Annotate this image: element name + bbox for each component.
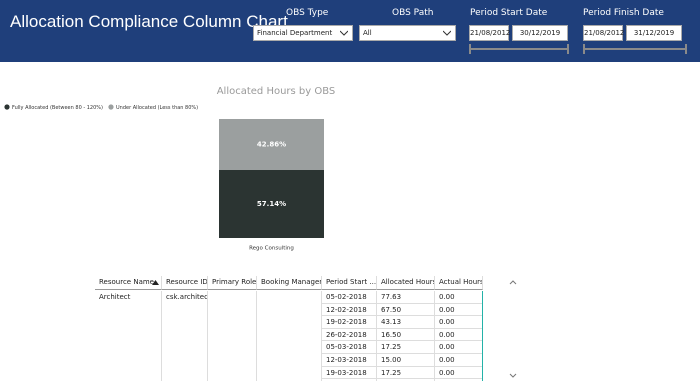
scroll-up[interactable]: [509, 280, 517, 285]
column-divider: [435, 291, 483, 381]
slider-handle[interactable]: [685, 44, 687, 54]
table-cell: 15.00: [377, 354, 434, 367]
column-divider: [257, 291, 322, 381]
x-tick-label: Rego Consulting: [249, 246, 294, 252]
table-cell: Architect: [99, 293, 131, 301]
date-slider[interactable]: [584, 48, 686, 50]
column-divider: [377, 291, 435, 381]
column-header[interactable]: Resource Name: [95, 276, 162, 290]
table-cell: 0.00: [435, 354, 482, 367]
table-cell: 12-02-2018: [322, 304, 376, 317]
legend-label: Under Allocated (Less than 80%): [116, 105, 198, 111]
column-header[interactable]: Allocated Hours: [377, 276, 435, 290]
data-label: 42.86%: [257, 141, 286, 149]
slider-handle[interactable]: [469, 44, 471, 54]
column-divider: [322, 291, 377, 381]
slider-handle[interactable]: [567, 44, 569, 54]
dropdown-value: Financial Department: [257, 29, 333, 37]
slider-handle[interactable]: [583, 44, 585, 54]
sort-indicator: [152, 280, 159, 285]
table-cell: 0.00: [435, 316, 482, 329]
table-cell: 05-03-2018: [322, 341, 376, 354]
date-input[interactable]: 21/08/2012: [469, 25, 510, 41]
column-divider: [208, 291, 257, 381]
table-cell: 17.25: [377, 341, 434, 354]
header-bar: Allocation Compliance Column Chart OBS T…: [0, 0, 700, 62]
filter-label: OBS Path: [392, 8, 434, 18]
date-slider[interactable]: [470, 48, 568, 50]
column-segment: [219, 170, 324, 238]
chart: Allocated Hours by OBS Fully Allocated (…: [4, 86, 336, 252]
filter-label: OBS Type: [286, 8, 329, 18]
table-cell: 12-03-2018: [322, 354, 376, 367]
table-cell: 77.63: [377, 291, 434, 304]
obs-type-dropdown[interactable]: Financial Department: [253, 25, 353, 41]
chart-title: Allocated Hours by OBS: [217, 86, 336, 97]
date-input[interactable]: 30/12/2019: [512, 25, 568, 41]
column-segment: [219, 119, 324, 171]
table-cell: 05-02-2018: [322, 291, 376, 304]
table-cell: 0.00: [435, 367, 482, 380]
scrollbar[interactable]: [508, 276, 518, 382]
table-cell: 19-03-2018: [322, 367, 376, 380]
date-input[interactable]: 21/08/2012: [583, 25, 624, 41]
table-cell: 26-02-2018: [322, 329, 376, 342]
chevron: [340, 30, 348, 36]
table-cell: csk.architect: [166, 293, 207, 301]
table-cell: 0.00: [435, 304, 482, 317]
dropdown-value: All: [363, 29, 372, 37]
filter-label: Period Start Date: [470, 8, 548, 18]
column-divider: [95, 291, 162, 381]
date-input[interactable]: 31/12/2019: [626, 25, 682, 41]
legend-label: Fully Allocated (Between 80 - 120%): [12, 105, 103, 111]
table-cell: 0.00: [435, 329, 482, 342]
table-cell: 17.25: [377, 367, 434, 380]
table-cell: 43.13: [377, 316, 434, 329]
scroll-down[interactable]: [509, 373, 517, 378]
table-cell: 0.00: [435, 341, 482, 354]
legend-marker: [4, 104, 10, 110]
column-header[interactable]: Primary Role: [208, 276, 257, 290]
table-cell: 16.50: [377, 329, 434, 342]
column-header[interactable]: Booking Manager: [257, 276, 322, 290]
table-cell: 19-02-2018: [322, 316, 376, 329]
column-header[interactable]: Resource ID: [162, 276, 208, 290]
chevron: [443, 30, 451, 36]
column-header[interactable]: Period Start ...: [322, 276, 377, 290]
filter-label: Period Finish Date: [583, 8, 664, 18]
table-cell: 67.50: [377, 304, 434, 317]
table-cell: 0.00: [435, 291, 482, 304]
page-title: Allocation Compliance Column Chart: [10, 12, 288, 31]
obs-path-dropdown[interactable]: All: [359, 25, 456, 41]
data-label: 57.14%: [257, 200, 286, 208]
legend-marker: [108, 104, 114, 110]
column-divider: [162, 291, 208, 381]
column-header[interactable]: Actual Hours: [435, 276, 483, 290]
